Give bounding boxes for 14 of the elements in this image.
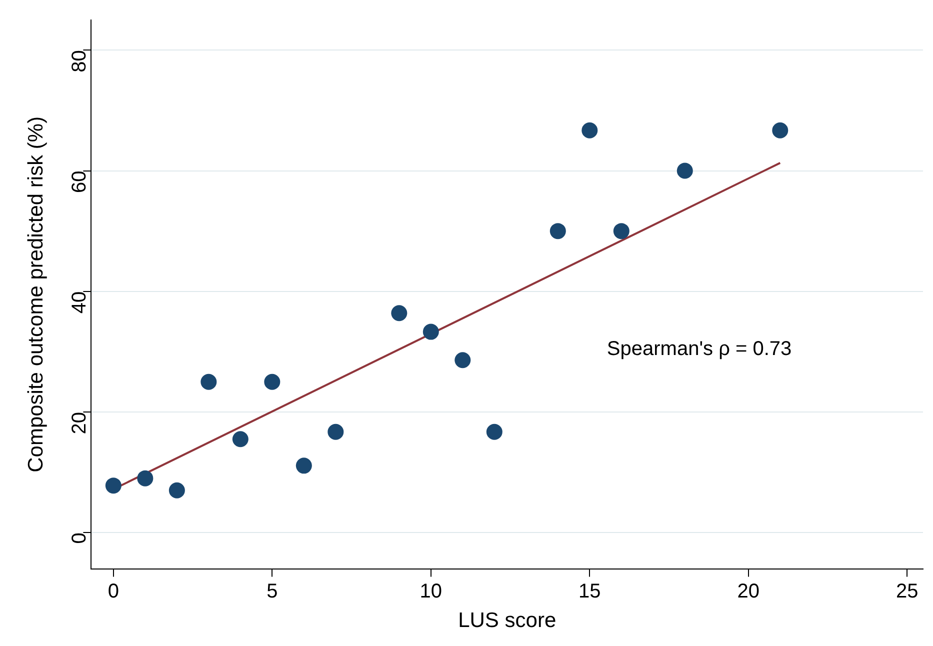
y-axis-title: Composite outcome predicted risk (%) <box>24 116 48 472</box>
y-tick-label: 40 <box>68 291 91 314</box>
y-tick-label: 60 <box>68 170 91 194</box>
x-tick-label: 5 <box>266 580 278 602</box>
x-tick-label: 10 <box>420 580 442 602</box>
y-tick-label: 0 <box>68 532 91 544</box>
x-tick-label: 25 <box>896 580 918 602</box>
annotation: Spearman's ρ = 0.73 <box>606 338 792 360</box>
x-tick-label: 15 <box>578 580 601 602</box>
x-tick-label: 0 <box>108 580 119 602</box>
y-tick-label: 20 <box>68 412 91 434</box>
y-tick-label: 80 <box>68 50 91 72</box>
x-tick-label: 20 <box>737 580 760 602</box>
x-axis-title: LUS score <box>458 609 556 632</box>
